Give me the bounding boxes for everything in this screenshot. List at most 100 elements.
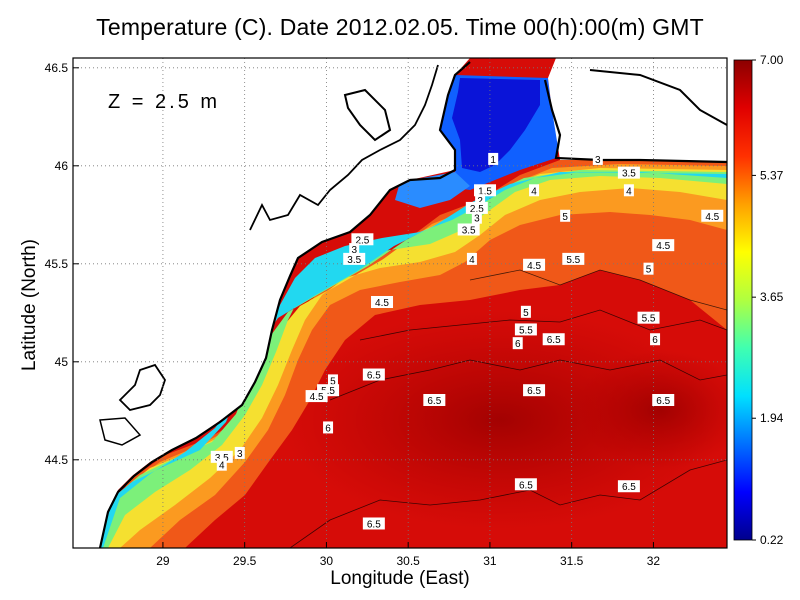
contour-label: 5 bbox=[523, 308, 529, 319]
contour-label: 3.5 bbox=[215, 453, 229, 464]
colorbar-label: 3.65 bbox=[760, 290, 784, 304]
contour-label: 6.5 bbox=[427, 396, 441, 407]
contour-label: 4 bbox=[219, 461, 225, 472]
contour-label-bg bbox=[349, 243, 360, 256]
contour-label-bg bbox=[362, 368, 385, 381]
contour-label-bg bbox=[652, 239, 675, 252]
colorbar-label: 0.22 bbox=[760, 533, 784, 547]
contour-label: 6.5 bbox=[547, 335, 561, 346]
y-tick-label: 46.5 bbox=[45, 61, 69, 75]
contour-label: 4.5 bbox=[527, 261, 541, 272]
x-tick-label: 29 bbox=[156, 554, 170, 568]
contour-label-bg bbox=[514, 478, 537, 491]
contour-label: 6.5 bbox=[656, 396, 670, 407]
contour-label: 2.5 bbox=[355, 235, 369, 246]
contour-label: 4.5 bbox=[656, 241, 670, 252]
contour-label: 6.5 bbox=[622, 482, 636, 493]
contour-label-bg bbox=[650, 333, 661, 346]
land-mask bbox=[73, 58, 470, 548]
y-tick-label: 44.5 bbox=[45, 453, 69, 467]
contour-label-bg bbox=[512, 337, 523, 350]
x-tick-label: 29.5 bbox=[233, 554, 257, 568]
contour-label: 5.5 bbox=[519, 325, 533, 336]
contour-label: 2 bbox=[477, 196, 483, 207]
x-tick-label: 31.5 bbox=[560, 554, 584, 568]
contour-label-bg bbox=[701, 209, 724, 222]
plot-frame bbox=[72, 57, 728, 549]
contour-label: 4 bbox=[531, 186, 537, 197]
contour-label-bg bbox=[562, 252, 585, 265]
contour-label: 5.5 bbox=[642, 314, 656, 325]
chart-title: Temperature (C). Date 2012.02.05. Time 0… bbox=[96, 14, 704, 40]
contour-label-bg bbox=[323, 421, 334, 434]
contour-label-bg bbox=[327, 374, 338, 387]
contour-label-bg bbox=[474, 184, 497, 197]
contour-label: 3.5 bbox=[462, 225, 476, 236]
contour-label-bg bbox=[643, 262, 654, 275]
contour-label-bg bbox=[216, 458, 227, 471]
contour-label: 6 bbox=[325, 423, 331, 434]
x-tick-label: 30.5 bbox=[396, 554, 420, 568]
y-tick-label: 46 bbox=[55, 159, 69, 173]
y-axis-ticks: 44.5 45 45.5 46 46.5 bbox=[45, 61, 79, 467]
depth-label: Z = 2.5 m bbox=[108, 91, 220, 113]
contour-label: 4 bbox=[469, 255, 475, 266]
contour-label-bg bbox=[560, 209, 571, 222]
contour-label: 4.5 bbox=[310, 392, 324, 403]
colorbar-label: 7.00 bbox=[760, 53, 784, 67]
y-tick-label: 45 bbox=[55, 355, 69, 369]
colorbar-label: 1.94 bbox=[760, 411, 784, 425]
contour-label-bg bbox=[488, 152, 499, 165]
contour-label-bg bbox=[523, 384, 546, 397]
contour-label-bg bbox=[210, 450, 233, 463]
contour-label-bg bbox=[362, 517, 385, 530]
contour-label: 3 bbox=[237, 449, 243, 460]
contour-label: 3 bbox=[474, 214, 480, 225]
contour-label: 1 bbox=[490, 155, 496, 166]
contour-label-bg bbox=[592, 152, 603, 165]
contour-label: 3.5 bbox=[347, 255, 361, 266]
contour-label-bg bbox=[475, 194, 486, 207]
contour-label-bg bbox=[652, 394, 675, 406]
x-tick-label: 30 bbox=[320, 554, 334, 568]
contour-label-bg bbox=[637, 311, 660, 324]
contour-label: 4.5 bbox=[705, 212, 719, 223]
colorbar-labels: 7.00 5.37 3.65 1.94 0.22 bbox=[752, 53, 784, 547]
x-axis-ticks: 29 29.5 30 30.5 31 31.5 32 bbox=[156, 542, 660, 568]
contour-label-bg bbox=[343, 252, 366, 265]
contour-label: 6.5 bbox=[367, 519, 381, 530]
contour-label: 6.5 bbox=[367, 371, 381, 382]
contour-label: 6.5 bbox=[527, 386, 541, 397]
contour-label: 2.5 bbox=[470, 204, 484, 215]
contour-label-bg bbox=[523, 258, 546, 271]
contour-label: 6 bbox=[515, 339, 521, 350]
contour-label-bg bbox=[514, 323, 537, 336]
y-tick-label: 45.5 bbox=[45, 257, 69, 271]
contour-label: 6 bbox=[652, 335, 658, 346]
colorbar-label: 5.37 bbox=[760, 168, 784, 182]
contour-label: 5.5 bbox=[321, 386, 335, 397]
contour-label-bg bbox=[617, 166, 640, 179]
contour-label-bg bbox=[542, 333, 565, 346]
contour-label-bg bbox=[305, 390, 328, 403]
contour-label: 5 bbox=[646, 265, 652, 276]
contour-label-bg bbox=[529, 184, 540, 197]
contour-label-bg bbox=[351, 233, 374, 246]
contour-label-bg bbox=[623, 184, 634, 197]
contour-label: 4.5 bbox=[375, 298, 389, 309]
contour-label-bg bbox=[471, 211, 482, 224]
contour-label-bg bbox=[465, 201, 488, 214]
y-axis-label: Latitude (North) bbox=[19, 238, 40, 372]
x-axis-label: Longitude (East) bbox=[330, 568, 470, 589]
contour-label: 3 bbox=[595, 155, 601, 166]
contour-label: 3.5 bbox=[622, 169, 636, 180]
contour-label-bg bbox=[466, 252, 477, 265]
grid-lines bbox=[73, 58, 727, 548]
colorbar bbox=[733, 59, 753, 541]
contour-label-bg bbox=[617, 480, 640, 493]
contour-label: 5.5 bbox=[566, 255, 580, 266]
contour-label-bg bbox=[457, 223, 480, 236]
